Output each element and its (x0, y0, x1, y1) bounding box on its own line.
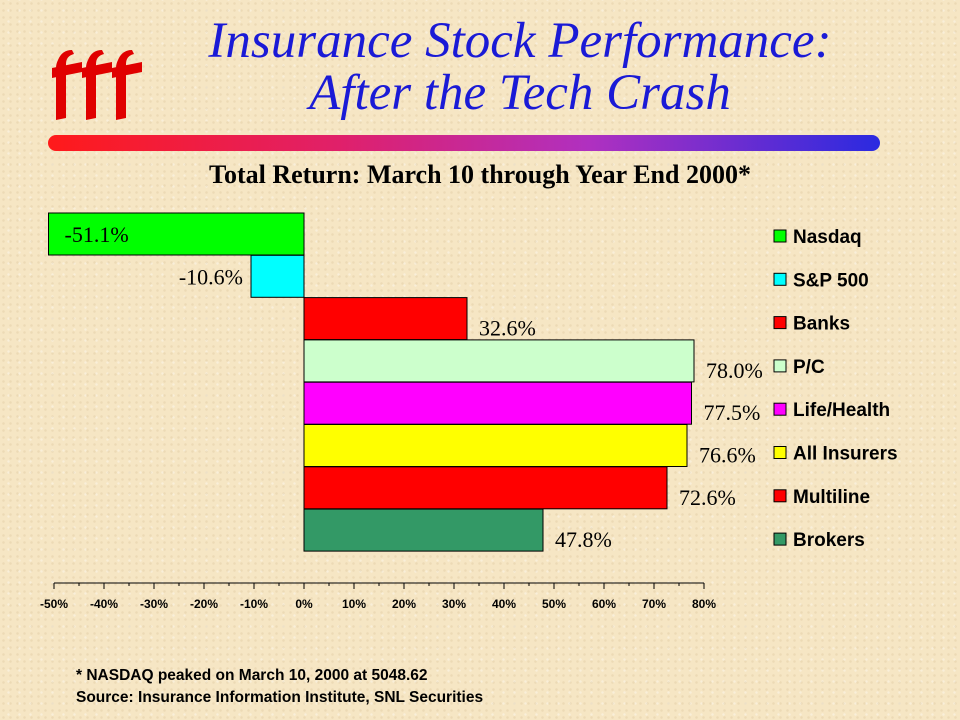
x-tick-label: 30% (442, 597, 466, 611)
x-tick-label: 10% (342, 597, 366, 611)
x-tick-label: -20% (190, 597, 218, 611)
x-tick-label: -40% (90, 597, 118, 611)
x-tick-label: 0% (295, 597, 313, 611)
legend-swatch (773, 446, 787, 459)
legend-swatch (773, 316, 787, 330)
legend-label: Brokers (793, 530, 865, 551)
legend-swatch (773, 272, 787, 286)
bar-multiline (303, 466, 668, 510)
x-tick-label: 40% (492, 597, 516, 611)
legend-swatch (773, 229, 787, 243)
chart-subtitle: Total Return: March 10 through Year End … (209, 160, 751, 189)
footnote-source: Source: Insurance Information Institute,… (76, 689, 484, 706)
legend-swatch (773, 532, 787, 546)
bar-all-insurers (303, 424, 688, 467)
iii-logo (52, 50, 142, 120)
footnote-nasdaq: * NASDAQ peaked on March 10, 2000 at 504… (76, 667, 428, 684)
bar-brokers (303, 508, 544, 552)
title-divider-bar (48, 135, 880, 151)
data-label: 76.6% (699, 443, 756, 468)
legend-swatch (773, 359, 787, 373)
x-tick-label: 20% (392, 597, 416, 611)
data-label: -10.6% (179, 264, 243, 289)
bar-banks (303, 297, 468, 341)
page-title-line1: Insurance Stock Performance: (208, 13, 832, 69)
x-tick-label: 60% (592, 597, 616, 611)
legend-label: Life/Health (793, 400, 890, 421)
data-label: 78.0% (706, 358, 763, 383)
legend-label: All Insurers (793, 444, 898, 465)
data-label: 77.5% (704, 400, 761, 425)
x-tick-label: 50% (542, 597, 566, 611)
data-label: 32.6% (479, 316, 536, 341)
bar-life-health (303, 381, 692, 425)
legend-label: Multiline (793, 487, 870, 508)
legend-swatch (773, 402, 787, 416)
x-tick-label: -10% (240, 597, 268, 611)
page-title-line2: After the Tech Crash (309, 65, 731, 121)
bar-s-p-500 (250, 254, 305, 298)
x-tick-label: -50% (40, 597, 68, 611)
bar-nasdaq (48, 212, 305, 256)
legend-label: Banks (793, 314, 850, 335)
bar-p-c (303, 339, 695, 383)
legend-swatch (773, 489, 787, 503)
data-label: 72.6% (679, 485, 736, 510)
x-tick-label: 70% (642, 597, 666, 611)
legend-label: P/C (793, 357, 825, 378)
legend-label: Nasdaq (793, 227, 862, 248)
data-label: -51.1% (65, 222, 129, 247)
x-tick-label: -30% (140, 597, 168, 611)
legend-label: S&P 500 (793, 270, 869, 291)
x-tick-label: 80% (692, 597, 716, 611)
data-label: 47.8% (555, 527, 612, 552)
